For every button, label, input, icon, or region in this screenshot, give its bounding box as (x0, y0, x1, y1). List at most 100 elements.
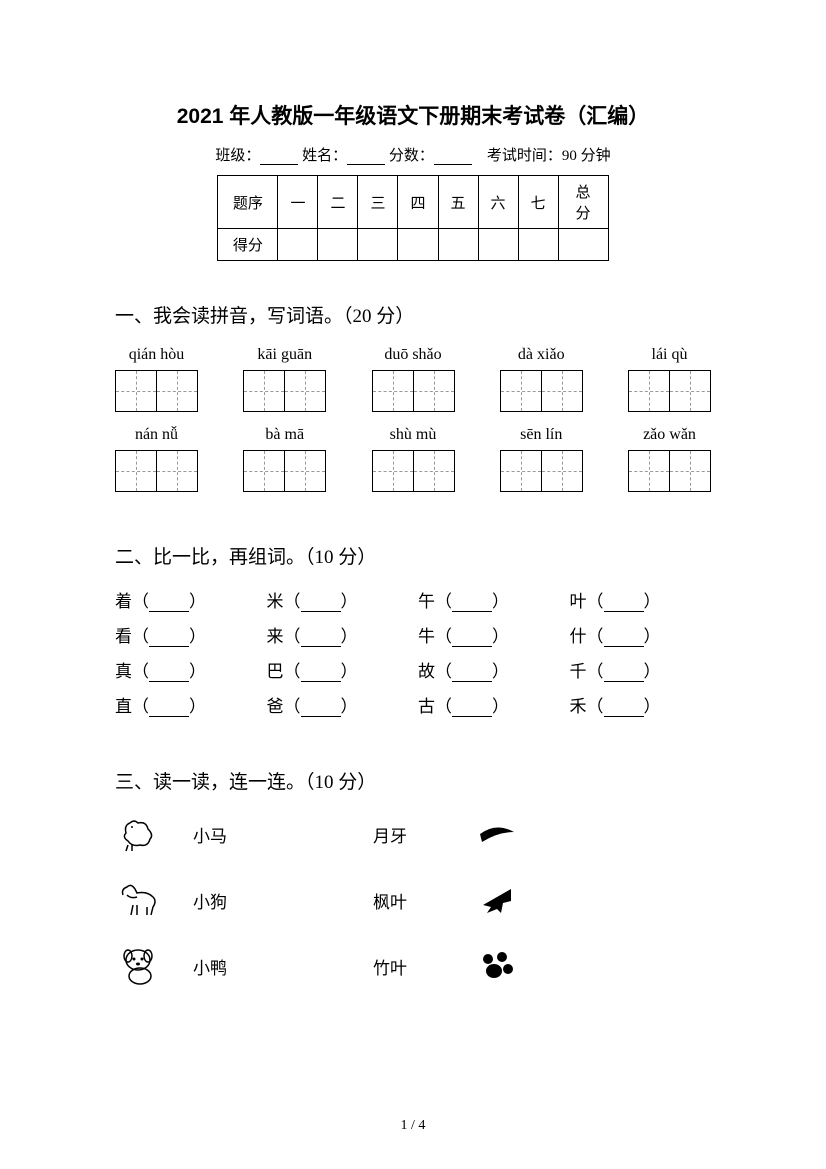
score-blank[interactable] (434, 149, 472, 165)
char-cell[interactable] (500, 370, 542, 412)
match-row: 小马 月牙 (115, 812, 711, 856)
score-total: 总分 (558, 176, 608, 229)
pinyin-row-2: nán nǚ bà mā shù mù sēn lín zǎo wǎn (115, 426, 711, 492)
pinyin-text: nán nǚ (135, 426, 178, 444)
char-cell[interactable] (669, 450, 711, 492)
char-cell[interactable] (628, 370, 670, 412)
fill-blank[interactable] (604, 646, 644, 647)
score-table: 题序 一 二 三 四 五 六 七 总分 得分 (217, 175, 608, 261)
fill-blank[interactable] (149, 611, 189, 612)
char-cell[interactable] (628, 450, 670, 492)
score-cell[interactable] (278, 229, 318, 261)
compare-item: 真（） (115, 657, 257, 682)
compare-item: 古（） (418, 692, 560, 717)
score-row1-label: 题序 (218, 176, 278, 229)
section3-title: 三、读一读，连一连。（10 分） (115, 767, 711, 794)
compare-item: 故（） (418, 657, 560, 682)
score-col: 二 (318, 176, 358, 229)
score-cell[interactable] (438, 229, 478, 261)
score-col: 七 (518, 176, 558, 229)
fill-blank[interactable] (149, 646, 189, 647)
fill-blank[interactable] (301, 716, 341, 717)
char-cell[interactable] (156, 370, 198, 412)
fill-blank[interactable] (301, 646, 341, 647)
compare-item: 米（） (267, 587, 409, 612)
name-label: 姓名： (302, 148, 347, 164)
fill-blank[interactable] (604, 611, 644, 612)
exam-header-info: 班级： 姓名： 分数： 考试时间：90 分钟 (115, 144, 711, 165)
class-label: 班级： (215, 148, 260, 164)
score-cell[interactable] (358, 229, 398, 261)
compare-item: 午（） (418, 587, 560, 612)
score-col: 四 (398, 176, 438, 229)
leaf-icon (473, 878, 521, 922)
fill-blank[interactable] (604, 716, 644, 717)
match-right-label: 枫叶 (303, 888, 453, 913)
compare-item: 巴（） (267, 657, 409, 682)
score-cell[interactable] (398, 229, 438, 261)
horse-icon (115, 878, 163, 922)
compare-item: 看（） (115, 622, 257, 647)
score-label: 分数： (389, 148, 434, 164)
fill-blank[interactable] (301, 611, 341, 612)
section2-title: 二、比一比，再组词。（10 分） (115, 542, 711, 569)
pinyin-item: lái qù (628, 346, 711, 412)
fill-blank[interactable] (452, 716, 492, 717)
name-blank[interactable] (347, 149, 385, 165)
pinyin-item: bà mā (243, 426, 326, 492)
chicken-icon (115, 812, 163, 856)
compare-item: 禾（） (570, 692, 712, 717)
char-cell[interactable] (156, 450, 198, 492)
char-cell[interactable] (413, 370, 455, 412)
fill-blank[interactable] (301, 681, 341, 682)
pinyin-text: qián hòu (129, 346, 185, 364)
fill-blank[interactable] (452, 646, 492, 647)
compare-item: 叶（） (570, 587, 712, 612)
score-row2-label: 得分 (218, 229, 278, 261)
score-cell[interactable] (518, 229, 558, 261)
compare-item: 牛（） (418, 622, 560, 647)
char-cell[interactable] (541, 450, 583, 492)
char-cell[interactable] (115, 370, 157, 412)
page-title: 2021 年人教版一年级语文下册期末考试卷（汇编） (115, 100, 711, 130)
char-cell[interactable] (372, 370, 414, 412)
pinyin-item: qián hòu (115, 346, 198, 412)
pinyin-item: duō shǎo (372, 346, 455, 412)
compare-item: 什（） (570, 622, 712, 647)
compare-item: 千（） (570, 657, 712, 682)
score-cell[interactable] (318, 229, 358, 261)
moon-icon (473, 812, 521, 856)
score-col: 六 (478, 176, 518, 229)
pinyin-text: zǎo wǎn (643, 426, 696, 444)
section1-title: 一、我会读拼音，写词语。（20 分） (115, 301, 711, 328)
compare-item: 直（） (115, 692, 257, 717)
char-cell[interactable] (541, 370, 583, 412)
fill-blank[interactable] (452, 681, 492, 682)
paw-icon (473, 944, 521, 988)
pinyin-text: shù mù (390, 426, 437, 444)
fill-blank[interactable] (604, 681, 644, 682)
pinyin-item: sēn lín (500, 426, 583, 492)
pinyin-item: kāi guān (243, 346, 326, 412)
char-cell[interactable] (284, 370, 326, 412)
fill-blank[interactable] (149, 681, 189, 682)
char-cell[interactable] (669, 370, 711, 412)
score-cell[interactable] (558, 229, 608, 261)
match-right-label: 月牙 (303, 822, 453, 847)
score-cell[interactable] (478, 229, 518, 261)
compare-item: 着（） (115, 587, 257, 612)
char-cell[interactable] (500, 450, 542, 492)
fill-blank[interactable] (452, 611, 492, 612)
time-label: 考试时间：90 分钟 (487, 148, 611, 164)
fill-blank[interactable] (149, 716, 189, 717)
match-right-label: 竹叶 (303, 954, 453, 979)
char-cell[interactable] (413, 450, 455, 492)
char-cell[interactable] (243, 370, 285, 412)
char-cell[interactable] (284, 450, 326, 492)
char-cell[interactable] (115, 450, 157, 492)
class-blank[interactable] (260, 149, 298, 165)
match-row: 小狗 枫叶 (115, 878, 711, 922)
page-number: 1 / 4 (0, 1118, 826, 1134)
char-cell[interactable] (243, 450, 285, 492)
char-cell[interactable] (372, 450, 414, 492)
